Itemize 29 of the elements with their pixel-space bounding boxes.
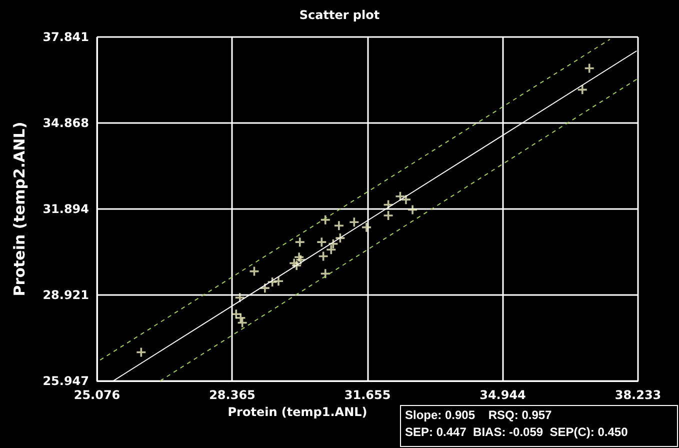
x-tick-label: 31.655 xyxy=(344,388,391,402)
point xyxy=(384,210,393,220)
point xyxy=(408,205,418,214)
point xyxy=(578,85,587,94)
point xyxy=(295,238,304,247)
x-tick-label: 38.233 xyxy=(614,388,662,402)
stats-box: Slope: 0.905 RSQ: 0.957 SEP: 0.447 BIAS: -0.059 SEP(C): 0.450 xyxy=(400,405,678,447)
point xyxy=(396,192,405,201)
point xyxy=(320,269,330,278)
x-axis-title: Protein (temp1.ANL) xyxy=(228,404,368,419)
point xyxy=(584,64,594,73)
y-axis-title: Protein (temp2.ANL) xyxy=(10,122,28,296)
point xyxy=(236,313,246,322)
x-tick-label: 25.076 xyxy=(74,388,120,402)
point xyxy=(326,245,336,254)
x-tick-label: 28.365 xyxy=(209,388,256,402)
point xyxy=(274,276,283,286)
x-tick-label: 34.944 xyxy=(480,388,526,402)
y-tick-label: 37.841 xyxy=(42,30,89,44)
y-tick-label: 34.868 xyxy=(42,116,89,130)
point xyxy=(362,222,371,232)
y-tick-label: 28.921 xyxy=(42,288,89,302)
y-tick-label: 31.894 xyxy=(42,202,89,216)
chart-title: Scatter plot xyxy=(299,8,380,22)
point xyxy=(334,221,344,230)
y-tick-label: 25.947 xyxy=(42,374,89,388)
point xyxy=(350,218,359,227)
point xyxy=(232,310,241,319)
point xyxy=(317,238,326,247)
